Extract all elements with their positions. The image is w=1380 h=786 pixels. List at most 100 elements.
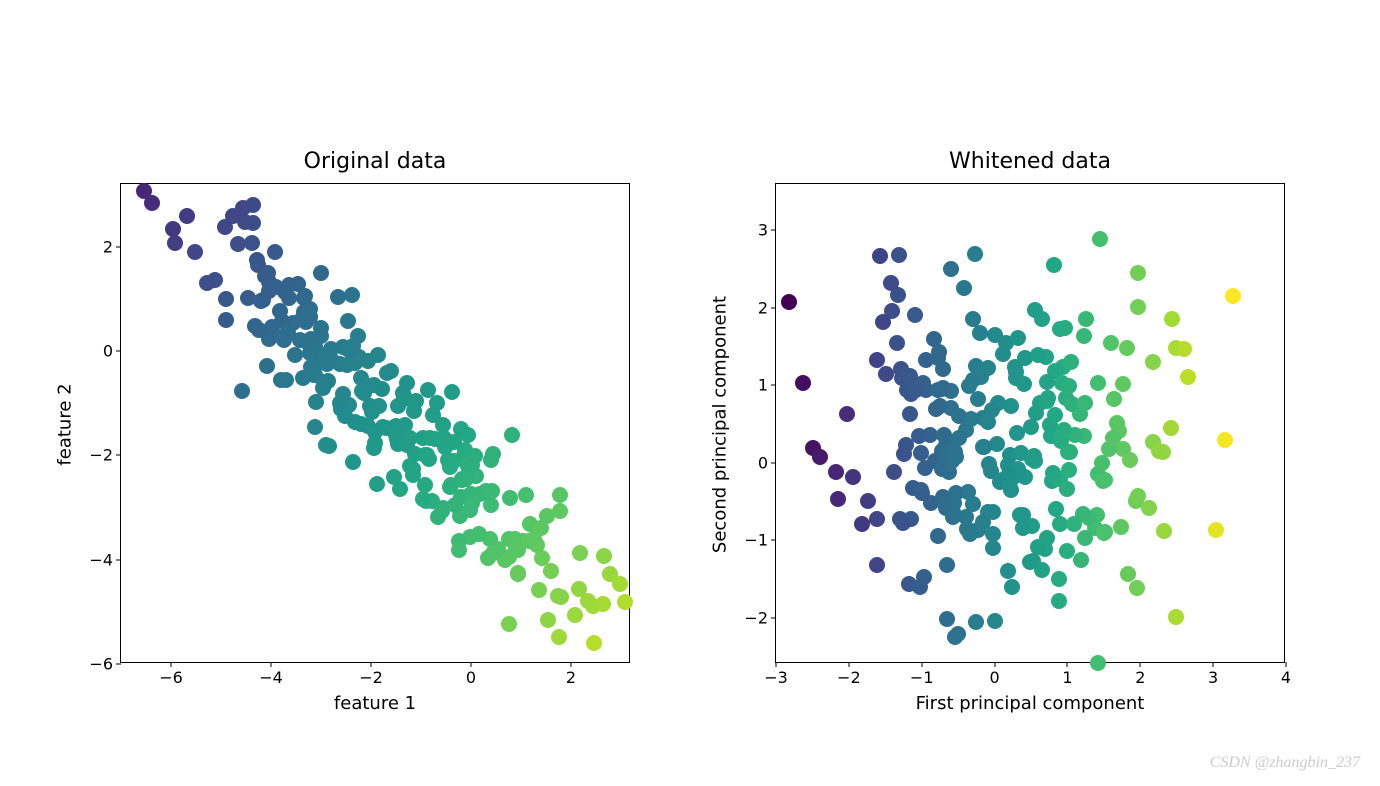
scatter-point: [596, 548, 612, 564]
y-tick-label: −4: [89, 550, 113, 569]
scatter-point: [1048, 501, 1064, 517]
scatter-point: [995, 346, 1011, 362]
scatter-point: [869, 511, 885, 527]
x-tick-label: −6: [159, 668, 183, 687]
scatter-point: [902, 368, 918, 384]
scatter-point: [1027, 302, 1043, 318]
scatter-point: [234, 383, 250, 399]
scatter-point: [1217, 432, 1233, 448]
x-tick-label: −1: [910, 668, 934, 687]
scatter-point: [828, 464, 844, 480]
scatter-point: [1039, 393, 1055, 409]
scatter-point: [913, 445, 929, 461]
scatter-point: [1225, 288, 1241, 304]
scatter-point: [1115, 376, 1131, 392]
scatter-point: [889, 335, 905, 351]
scatter-point: [485, 545, 501, 561]
scatter-point: [218, 312, 234, 328]
scatter-point: [340, 313, 356, 329]
scatter-point: [294, 311, 310, 327]
scatter-point: [419, 447, 435, 463]
scatter-point: [425, 407, 441, 423]
y-tick-label: −1: [744, 531, 768, 550]
x-tick-label: −2: [359, 668, 383, 687]
scatter-point: [572, 545, 588, 561]
scatter-point: [1001, 466, 1017, 482]
scatter-point: [366, 440, 382, 456]
x-tick-label: −3: [764, 668, 788, 687]
x-axis-label: First principal component: [775, 693, 1285, 714]
scatter-point: [972, 325, 988, 341]
scatter-point: [278, 372, 294, 388]
scatter-point: [1109, 415, 1125, 431]
scatter-point: [1180, 369, 1196, 385]
scatter-point: [330, 289, 346, 305]
y-tick-label: 2: [758, 298, 768, 317]
scatter-point: [361, 378, 377, 394]
scatter-point: [1156, 523, 1172, 539]
scatter-point: [436, 430, 452, 446]
scatter-point: [907, 307, 923, 323]
y-tick-label: 3: [758, 221, 768, 240]
scatter-point: [1090, 655, 1106, 671]
scatter-point: [883, 275, 899, 291]
scatter-point: [483, 497, 499, 513]
scatter-point: [1015, 520, 1031, 536]
scatter-point: [845, 469, 861, 485]
scatter-point: [985, 540, 1001, 556]
scatter-point: [1059, 481, 1075, 497]
scatter-point: [1105, 430, 1121, 446]
scatter-point: [464, 495, 480, 511]
scatter-point: [1208, 522, 1224, 538]
scatter-point: [484, 483, 500, 499]
scatter-point: [872, 248, 888, 264]
scatter-point: [1073, 552, 1089, 568]
scatter-point: [975, 439, 991, 455]
scatter-point: [875, 314, 891, 330]
scatter-point: [267, 244, 283, 260]
scatter-point: [1122, 452, 1138, 468]
scatter-point: [451, 542, 467, 558]
subplot-title: Original data: [120, 149, 630, 174]
scatter-point: [567, 607, 583, 623]
scatter-point: [504, 427, 520, 443]
scatter-point: [446, 453, 462, 469]
scatter-point: [1045, 465, 1061, 481]
y-tick-label: 0: [758, 453, 768, 472]
scatter-point: [985, 504, 1001, 520]
scatter-point: [839, 406, 855, 422]
scatter-point: [483, 452, 499, 468]
scatter-point: [540, 612, 556, 628]
scatter-point: [144, 195, 160, 211]
scatter-point: [1120, 566, 1136, 582]
x-tick-label: 1: [1062, 668, 1072, 687]
scatter-point: [965, 372, 981, 388]
scatter-point: [1010, 330, 1026, 346]
scatter-point: [956, 280, 972, 296]
y-axis-label: Second principal component: [710, 185, 731, 665]
scatter-point: [1097, 524, 1113, 540]
scatter-point: [947, 629, 963, 645]
scatter-point: [251, 322, 267, 338]
scatter-point: [968, 614, 984, 630]
x-tick-label: −4: [259, 668, 283, 687]
scatter-point: [1066, 516, 1082, 532]
scatter-point: [1176, 341, 1192, 357]
scatter-point: [1119, 340, 1135, 356]
scatter-point: [902, 406, 918, 422]
scatter-point: [1047, 407, 1063, 423]
scatter-point: [935, 380, 951, 396]
scatter-point: [444, 384, 460, 400]
scatter-point: [531, 582, 547, 598]
scatter-point: [1008, 364, 1024, 380]
y-tick-label: −6: [89, 655, 113, 674]
scatter-point: [392, 481, 408, 497]
scatter-point: [272, 303, 288, 319]
scatter-point: [795, 375, 811, 391]
y-tick-label: 2: [103, 237, 113, 256]
figure: Original data −6−4−202−6−4−202 feature 1…: [0, 0, 1380, 786]
scatter-point: [344, 287, 360, 303]
scatter-point: [1076, 328, 1092, 344]
scatter-point: [1061, 378, 1077, 394]
scatter-point: [980, 414, 996, 430]
